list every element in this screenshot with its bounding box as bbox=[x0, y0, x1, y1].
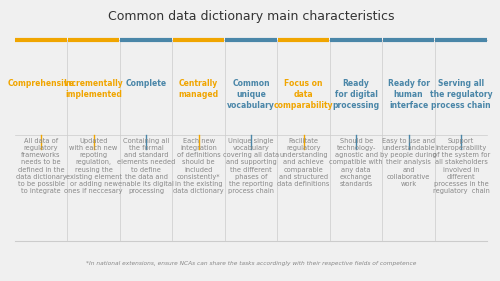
Text: Unique single
vocabulary
covering all data
and supporting
the different
phases o: Unique single vocabulary covering all da… bbox=[223, 138, 279, 194]
Text: Comprehensive: Comprehensive bbox=[8, 79, 74, 88]
Text: Ready for
human
interface: Ready for human interface bbox=[388, 79, 430, 110]
Text: Easy to use and
understandable
by people during
their analysis
and
collaborative: Easy to use and understandable by people… bbox=[380, 138, 437, 187]
Text: Support
interoperability
of the system for
all stakeholders
involved in
differen: Support interoperability of the system f… bbox=[432, 138, 490, 194]
Text: *In national extensions, ensure NCAs can share the tasks accordingly with their : *In national extensions, ensure NCAs can… bbox=[86, 261, 416, 266]
Text: Containing all
the formal
and standard
elements needed
to define
the data and
en: Containing all the formal and standard e… bbox=[117, 138, 175, 194]
Text: Updated
with each new
repoting
regulation,
reusing the
existing element
or addin: Updated with each new repoting regulatio… bbox=[64, 138, 123, 194]
Text: All data of
regulatory
frameworks
needs to be
defined in the
data dictionary
to : All data of regulatory frameworks needs … bbox=[16, 138, 66, 194]
Text: Each new
integration
of definitions
should be
included
consistently*
in the exis: Each new integration of definitions shou… bbox=[174, 138, 224, 194]
Text: Ready
for digital
processing: Ready for digital processing bbox=[332, 79, 380, 110]
Text: Common data dictionary main characteristics: Common data dictionary main characterist… bbox=[108, 10, 395, 23]
Text: Facilitate
regulatory
understanding
and achieve
comparable
and structured
data d: Facilitate regulatory understanding and … bbox=[278, 138, 330, 187]
Text: Complete: Complete bbox=[126, 79, 166, 88]
Text: Incrementally
implemented: Incrementally implemented bbox=[64, 79, 124, 99]
Text: Centrally
managed: Centrally managed bbox=[178, 79, 218, 99]
Text: Focus on
data
comparability: Focus on data comparability bbox=[274, 79, 334, 110]
Text: Common
unique
vocabulary: Common unique vocabulary bbox=[227, 79, 275, 110]
Text: Should be
technology-
agnostic and
compatible with
any data
exchange
standards: Should be technology- agnostic and compa… bbox=[330, 138, 383, 187]
Text: Serving all
the regulatory
process chain: Serving all the regulatory process chain bbox=[430, 79, 492, 110]
